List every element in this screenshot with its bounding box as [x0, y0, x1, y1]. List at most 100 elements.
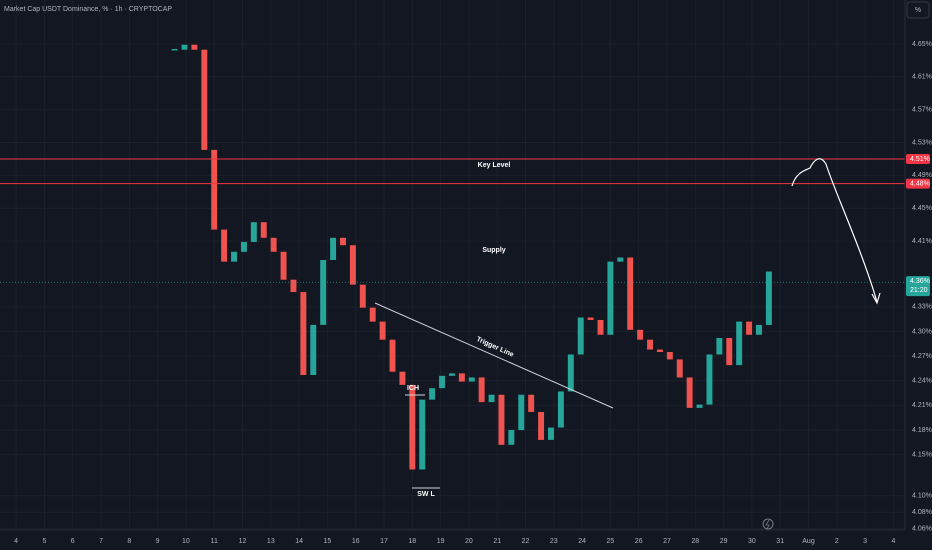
- candle: [597, 319, 604, 335]
- x-tick-label: 6: [71, 538, 75, 545]
- candle: [538, 411, 545, 440]
- countdown-label: 21:20: [910, 287, 928, 294]
- x-tick-label: 28: [691, 538, 699, 545]
- price-label-box: [906, 153, 930, 164]
- candle: [340, 237, 346, 246]
- candle: [478, 377, 485, 403]
- annotation: ICH: [407, 385, 419, 392]
- candle: [320, 260, 327, 325]
- candle: [250, 222, 257, 242]
- x-tick-label: 26: [635, 538, 643, 545]
- x-tick-label: 20: [465, 538, 473, 545]
- candle: [429, 388, 436, 400]
- y-tick-label: 4.41%: [912, 238, 932, 245]
- candle: [240, 241, 247, 252]
- candle: [726, 338, 733, 366]
- chart-title: Market Cap USDT Dominance, % · 1h · CRYP…: [4, 6, 172, 13]
- x-tick-label: 2: [835, 538, 839, 545]
- candle: [300, 292, 307, 376]
- candle: [765, 271, 772, 325]
- candle: [716, 338, 723, 355]
- replay-icon-bolt: [765, 519, 770, 530]
- y-tick-label: 4.06%: [912, 525, 932, 532]
- x-tick-label: 29: [720, 538, 728, 545]
- candle: [508, 430, 515, 445]
- marks: [0, 44, 905, 470]
- y-tick-label: 4.27%: [912, 353, 932, 360]
- x-tick-label: 4: [14, 538, 18, 545]
- candle: [746, 321, 753, 335]
- candle: [260, 222, 267, 238]
- x-tick-label: 7: [99, 538, 103, 545]
- candle: [221, 229, 228, 262]
- x-tick-label: 27: [663, 538, 671, 545]
- x-tick-label: 24: [578, 538, 586, 545]
- y-tick-label: 4.21%: [912, 402, 932, 409]
- x-tick-label: 31: [776, 538, 784, 545]
- y-tick-label: 4.33%: [912, 304, 932, 311]
- candle: [359, 284, 366, 308]
- candle: [686, 377, 693, 408]
- y-tick-label: 4.45%: [912, 205, 932, 212]
- candle: [270, 237, 277, 252]
- candle: [567, 354, 574, 392]
- grid: [0, 0, 905, 530]
- candle: [548, 427, 554, 440]
- y-tick-label: 4.49%: [912, 172, 932, 179]
- axis: 4.65% 4.61% 4.57% 4.53% 4.49% 4.45% 4.41% 4.33%…: [14, 41, 932, 545]
- candle: [518, 394, 525, 431]
- x-tick-label: 15: [324, 538, 332, 545]
- annotation: Key Level: [478, 162, 511, 169]
- candle: [706, 354, 713, 405]
- x-tick-label: 4: [891, 538, 895, 545]
- candle: [330, 237, 337, 260]
- candle: [647, 339, 653, 350]
- candle: [528, 394, 535, 412]
- x-tick-label: 22: [522, 538, 530, 545]
- candle: [181, 44, 188, 50]
- candle: [617, 257, 624, 262]
- candle: [439, 375, 446, 389]
- replay-icon[interactable]: [762, 518, 774, 530]
- x-tick-label: 11: [211, 538, 218, 545]
- price-label: 4.48%: [910, 180, 930, 187]
- x-tick-label: 23: [550, 538, 558, 545]
- candle: [587, 317, 594, 320]
- candle: [557, 391, 564, 428]
- annotation: SW L: [417, 491, 435, 498]
- candle: [607, 261, 614, 335]
- scale-button[interactable]: [906, 1, 930, 19]
- candle: [736, 321, 743, 366]
- candle: [627, 257, 634, 330]
- x-tick-label: 10: [182, 538, 190, 545]
- y-tick-label: 4.30%: [912, 328, 932, 335]
- candle: [379, 321, 386, 340]
- x-tick-label: 17: [380, 538, 388, 545]
- candle: [756, 324, 762, 335]
- scale-button-label[interactable]: %: [915, 7, 921, 14]
- last-price-label: 4.36%: [910, 278, 930, 285]
- x-tick-label: 8: [127, 538, 131, 545]
- x-tick-label: 13: [267, 538, 275, 545]
- x-tick-label: 30: [748, 538, 756, 545]
- y-tick-label: 4.61%: [912, 74, 932, 81]
- candle: [280, 251, 287, 280]
- candle: [290, 279, 297, 293]
- candle: [676, 359, 683, 378]
- price-label-box: [906, 178, 930, 189]
- candle: [399, 371, 406, 385]
- candle: [201, 49, 208, 150]
- x-tick-label: 3: [863, 538, 867, 545]
- x-tick-label: 14: [295, 538, 303, 545]
- forecast-arrow: [871, 292, 881, 305]
- x-tick-label: 25: [607, 538, 615, 545]
- candle: [231, 251, 238, 262]
- candle: [409, 384, 416, 470]
- last-price-box: [906, 276, 930, 297]
- y-tick-label: 4.10%: [912, 493, 932, 500]
- x-tick-label: 19: [437, 538, 445, 545]
- x-tick-label: 21: [493, 538, 501, 545]
- trigger-line: [374, 302, 614, 409]
